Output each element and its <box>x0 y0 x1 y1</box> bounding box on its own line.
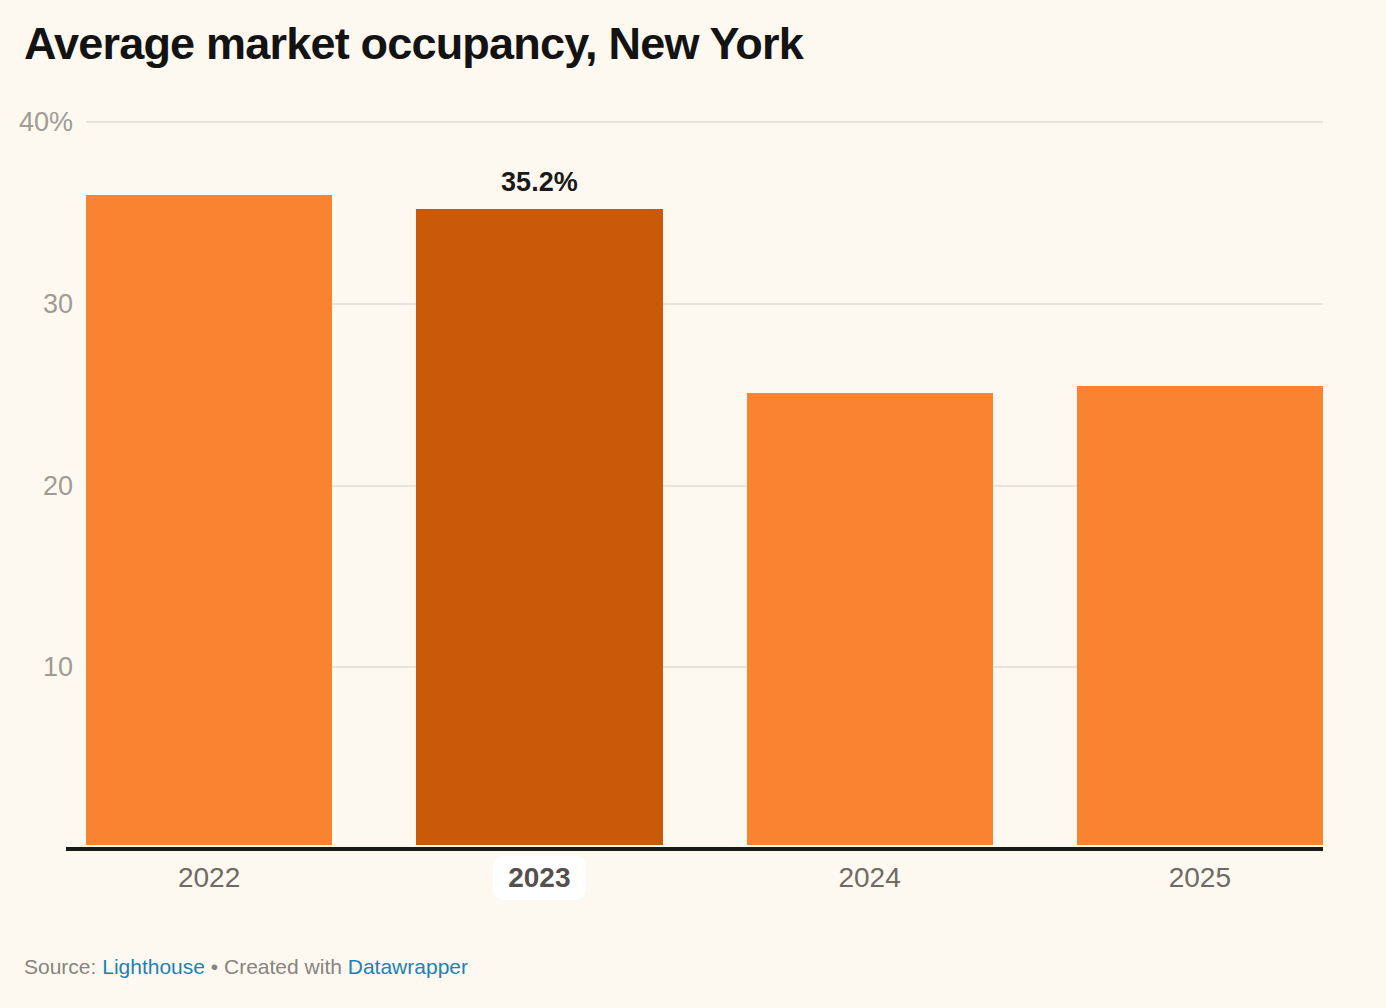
source-prefix: Source: <box>24 955 102 978</box>
bar-2025[interactable] <box>1077 386 1323 845</box>
bar-value-label-2023: 35.2% <box>501 167 578 198</box>
plot-area: 35.2% <box>86 122 1323 849</box>
source-link[interactable]: Lighthouse <box>102 955 205 978</box>
gridline-40 <box>86 121 1323 123</box>
y-tick-40: 40% <box>0 109 73 136</box>
x-tick-2024: 2024 <box>838 864 900 892</box>
bar-2023[interactable]: 35.2% <box>416 209 662 845</box>
x-tick-2022: 2022 <box>178 864 240 892</box>
chart-title: Average market occupancy, New York <box>24 18 803 70</box>
footer-separator: • <box>205 955 224 978</box>
bar-2024[interactable] <box>747 393 993 845</box>
bar-2022[interactable] <box>86 195 332 845</box>
created-with-text: Created with <box>224 955 348 978</box>
x-tick-2023: 2023 <box>493 856 585 900</box>
x-axis-line <box>66 847 1323 851</box>
y-tick-30: 30 <box>0 290 73 317</box>
y-tick-10: 10 <box>0 654 73 681</box>
tool-link[interactable]: Datawrapper <box>348 955 468 978</box>
chart-page: Average market occupancy, New York 35.2%… <box>0 0 1386 1008</box>
footer: Source: Lighthouse • Created with Datawr… <box>24 955 468 979</box>
x-tick-2025: 2025 <box>1169 864 1231 892</box>
y-tick-20: 20 <box>0 472 73 499</box>
